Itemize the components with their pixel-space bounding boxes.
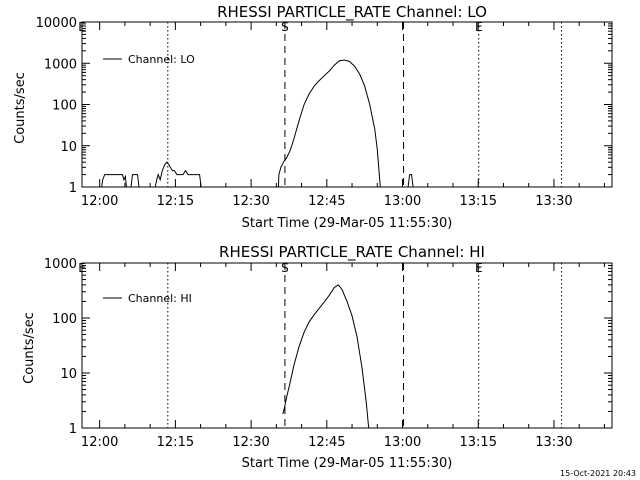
legend-entry: Channel: LO <box>128 53 195 66</box>
y-tick-label: 10000 <box>36 16 77 31</box>
y-tick-label: 1000 <box>44 257 77 272</box>
time-marker-label: E <box>475 261 483 275</box>
axes-frame: 12:00 12:15 12:30 12:45 13:00 13:15 13:30 1 10 10… <box>36 16 613 209</box>
legend: Channel: HI <box>103 292 192 305</box>
y-tick-label: 100 <box>52 312 77 327</box>
chart-panel-lo: RHESSI PARTICLE_RATE Channel: LO Counts/… <box>13 3 613 231</box>
x-tick-label: 12:00 <box>81 435 118 450</box>
series-line <box>154 161 202 188</box>
x-axis-label: Start Time (29-Mar-05 11:55:30) <box>242 216 453 231</box>
x-tick-label: 12:45 <box>308 194 345 209</box>
plot-frame <box>81 21 613 188</box>
x-tick-label: 13:30 <box>535 194 572 209</box>
series-line <box>101 174 127 188</box>
legend-entry: Channel: HI <box>128 292 192 305</box>
data-series <box>101 59 414 188</box>
y-axis-label: Counts/sec <box>22 312 37 384</box>
chart-title: RHESSI PARTICLE_RATE Channel: LO <box>217 3 487 22</box>
x-tick-label: 13:15 <box>460 194 497 209</box>
x-tick-label: 12:30 <box>232 435 269 450</box>
y-tick-label: 1 <box>69 422 77 437</box>
y-axis-label: Counts/sec <box>13 72 28 144</box>
time-marker-label: E <box>475 20 483 34</box>
chart-title: RHESSI PARTICLE_RATE Channel: HI <box>219 243 485 262</box>
series-line <box>130 174 140 188</box>
x-tick-label: 12:45 <box>308 435 345 450</box>
plot-frame <box>81 262 613 429</box>
time-marker-label: S <box>281 20 289 34</box>
x-tick-label: 13:00 <box>384 194 421 209</box>
x-tick-label: 13:15 <box>460 435 497 450</box>
x-tick-label: 12:15 <box>157 194 194 209</box>
x-tick-label: 12:30 <box>232 194 269 209</box>
axes-frame: 12:00 12:15 12:30 12:45 13:00 13:15 13:30 1 10 10… <box>44 257 613 450</box>
x-tick-label: 12:00 <box>81 194 118 209</box>
x-tick-label: 13:30 <box>535 435 572 450</box>
series-line <box>407 174 414 188</box>
series-line <box>282 284 370 429</box>
y-tick-label: 10 <box>60 367 77 382</box>
chart-panel-hi: RHESSI PARTICLE_RATE Channel: HI Counts/… <box>22 243 613 471</box>
time-marker-label: E <box>78 20 86 34</box>
y-tick-label: 1 <box>69 181 77 196</box>
y-tick-label: 1000 <box>44 57 77 72</box>
timestamp: 15-Oct-2021 20:43 <box>560 469 636 478</box>
y-tick-label: 10 <box>60 140 77 155</box>
x-tick-label: 13:00 <box>384 435 421 450</box>
time-marker-label: S <box>281 261 289 275</box>
x-axis-label: Start Time (29-Mar-05 11:55:30) <box>242 456 453 471</box>
data-series <box>282 284 370 429</box>
time-marker-label: E <box>78 261 86 275</box>
y-tick-label: 100 <box>52 99 77 114</box>
x-tick-label: 12:15 <box>157 435 194 450</box>
legend: Channel: LO <box>103 53 195 66</box>
series-line <box>277 59 381 188</box>
